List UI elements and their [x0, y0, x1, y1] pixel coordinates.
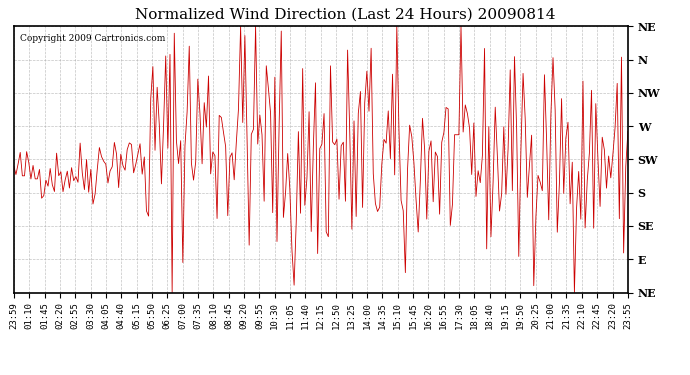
- Text: Normalized Wind Direction (Last 24 Hours) 20090814: Normalized Wind Direction (Last 24 Hours…: [135, 8, 555, 21]
- Text: Copyright 2009 Cartronics.com: Copyright 2009 Cartronics.com: [20, 34, 166, 43]
